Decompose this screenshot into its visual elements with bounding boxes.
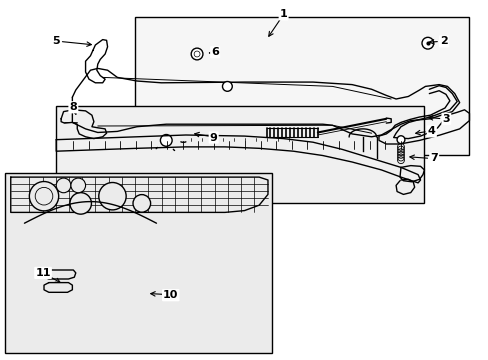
Text: 5: 5 <box>52 36 60 46</box>
Circle shape <box>222 81 232 91</box>
Circle shape <box>421 37 433 49</box>
Polygon shape <box>135 17 468 155</box>
Circle shape <box>133 195 150 212</box>
Circle shape <box>56 178 71 193</box>
Circle shape <box>191 48 203 60</box>
Circle shape <box>396 136 404 144</box>
Polygon shape <box>56 106 424 203</box>
Text: 11: 11 <box>35 268 51 278</box>
Text: 4: 4 <box>427 126 435 136</box>
Circle shape <box>194 51 200 57</box>
Text: 1: 1 <box>279 9 287 19</box>
Circle shape <box>99 183 126 210</box>
Text: 3: 3 <box>442 114 449 124</box>
Text: 10: 10 <box>163 290 178 300</box>
Text: 2: 2 <box>439 36 447 46</box>
Text: 9: 9 <box>209 132 217 143</box>
Text: 8: 8 <box>69 102 77 112</box>
Circle shape <box>35 188 53 205</box>
Text: 7: 7 <box>429 153 437 163</box>
Circle shape <box>29 181 59 211</box>
Polygon shape <box>5 173 271 353</box>
Text: 6: 6 <box>211 47 219 57</box>
Circle shape <box>70 193 91 214</box>
Circle shape <box>71 178 85 193</box>
Circle shape <box>160 135 172 146</box>
